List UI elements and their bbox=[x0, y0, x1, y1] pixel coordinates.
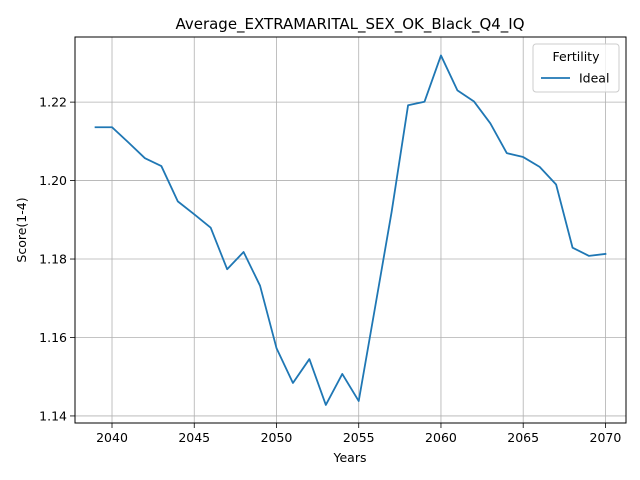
series-line-ideal bbox=[94, 54, 607, 406]
y-tick-label: 1.18 bbox=[39, 252, 67, 267]
legend-box bbox=[532, 43, 620, 93]
y-tick-label: 1.14 bbox=[39, 408, 67, 423]
x-tick-label: 2055 bbox=[343, 430, 375, 445]
grid bbox=[75, 37, 626, 423]
plot-frame bbox=[74, 36, 627, 424]
x-tick-label: 2045 bbox=[178, 430, 210, 445]
legend-label-ideal: Ideal bbox=[579, 71, 609, 86]
x-tick-label: 2040 bbox=[96, 430, 128, 445]
y-tick-label: 1.16 bbox=[39, 330, 67, 345]
y-axis-ticks: 1.14 1.16 1.18 1.20 1.22 bbox=[39, 95, 75, 423]
chart-title: Average_EXTRAMARITAL_SEX_OK_Black_Q4_IQ bbox=[175, 15, 524, 34]
plot-background bbox=[75, 37, 626, 423]
plot-area: 2040 2045 2050 2055 2060 2065 2070 1.141.161.1… bbox=[39, 36, 627, 445]
x-axis-ticks: 2040 2045 2050 2055 2060 2065 2070 bbox=[96, 423, 621, 445]
legend-title: Fertility bbox=[553, 49, 601, 64]
x-tick-label: 2050 bbox=[261, 430, 293, 445]
series-layer bbox=[94, 54, 607, 406]
legend: Fertility Ideal bbox=[532, 43, 620, 93]
y-tick-label: 1.20 bbox=[39, 173, 67, 188]
x-tick-label: 2065 bbox=[507, 430, 539, 445]
y-axis-label: Score(1-4) bbox=[14, 197, 29, 262]
x-tick-label: 2060 bbox=[425, 430, 457, 445]
x-tick-label: 2070 bbox=[590, 430, 622, 445]
y-tick-label: 1.22 bbox=[39, 95, 67, 110]
x-axis-label: Years bbox=[333, 450, 367, 465]
